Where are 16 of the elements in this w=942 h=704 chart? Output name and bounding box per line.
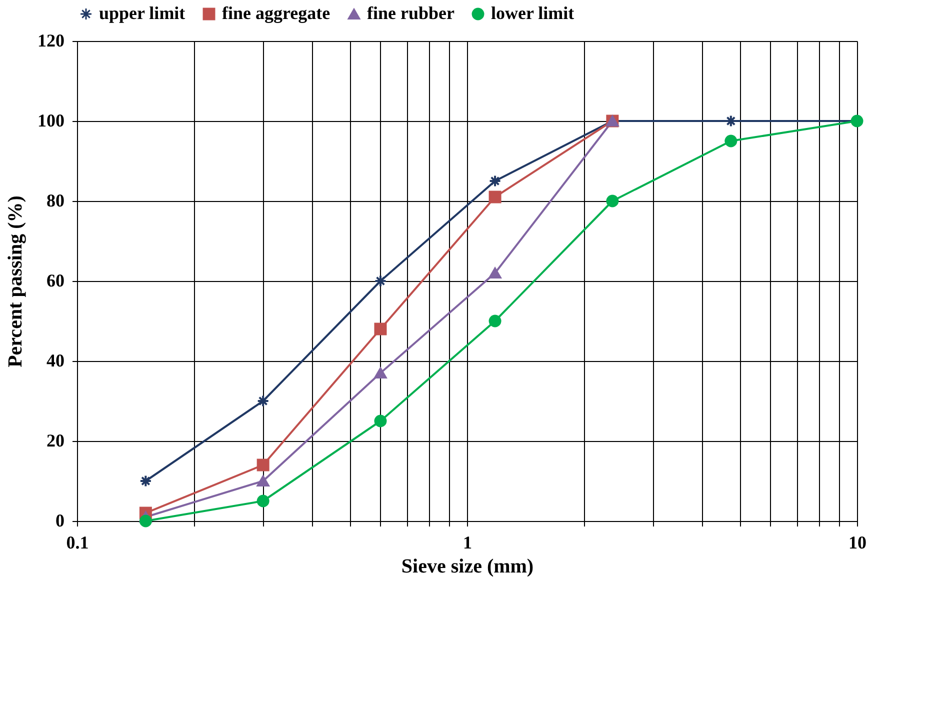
y-tick-label: 120 [38, 30, 64, 50]
x-tick-label: 1 [463, 532, 472, 552]
y-tick-label: 60 [46, 270, 64, 290]
x-tick-label: 0.1 [66, 532, 89, 552]
legend-label: fine aggregate [222, 3, 330, 23]
legend-label: fine rubber [367, 3, 455, 23]
legend-label: upper limit [99, 3, 186, 23]
y-tick-label: 20 [46, 430, 64, 450]
y-tick-label: 40 [46, 350, 64, 370]
y-tick-label: 0 [56, 510, 64, 530]
y-tick-label: 80 [46, 190, 64, 210]
y-tick-label: 100 [38, 110, 64, 130]
legend-label: lower limit [491, 3, 574, 23]
x-tick-label: 10 [848, 532, 866, 552]
y-axis-title: Percent passing (%) [4, 196, 26, 368]
x-axis-title: Sieve size (mm) [401, 556, 534, 578]
